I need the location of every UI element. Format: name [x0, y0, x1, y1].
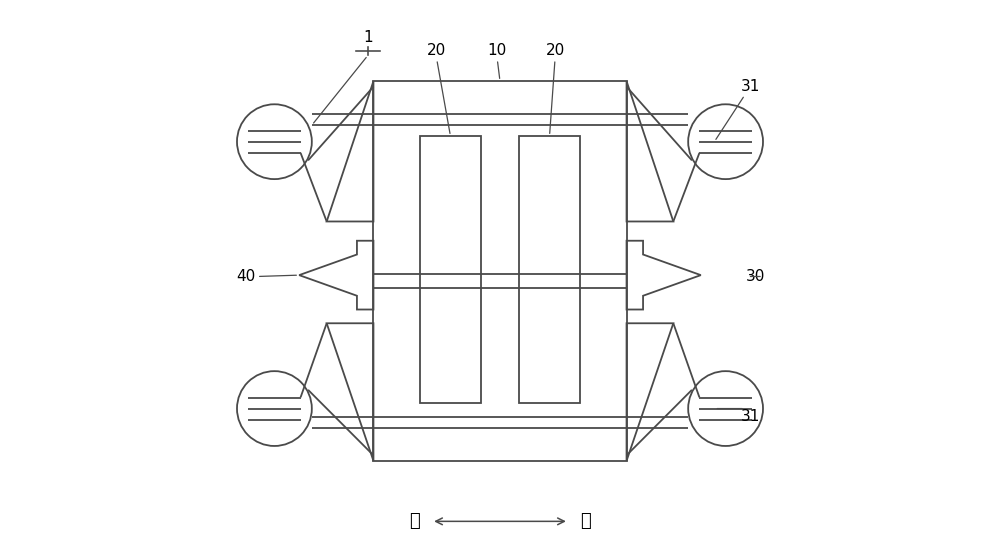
- Text: 10: 10: [488, 43, 507, 59]
- Text: 30: 30: [746, 269, 766, 284]
- Text: 20: 20: [545, 43, 565, 59]
- Text: 左: 左: [409, 512, 420, 530]
- Text: 40: 40: [236, 269, 255, 284]
- Text: 31: 31: [741, 409, 760, 424]
- Text: 1: 1: [363, 30, 373, 45]
- Text: 右: 右: [580, 512, 591, 530]
- Text: 20: 20: [427, 43, 446, 59]
- Text: 31: 31: [741, 79, 760, 94]
